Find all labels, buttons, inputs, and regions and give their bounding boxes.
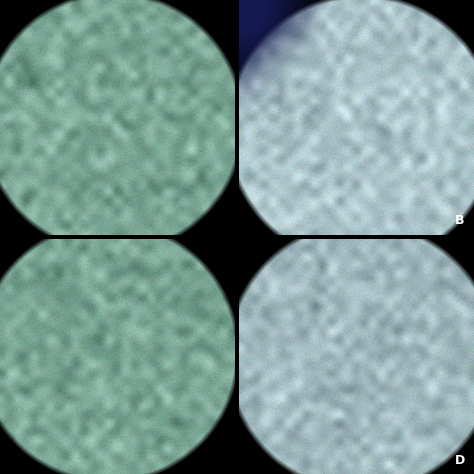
- Text: D: D: [455, 454, 465, 466]
- Text: B: B: [455, 215, 465, 228]
